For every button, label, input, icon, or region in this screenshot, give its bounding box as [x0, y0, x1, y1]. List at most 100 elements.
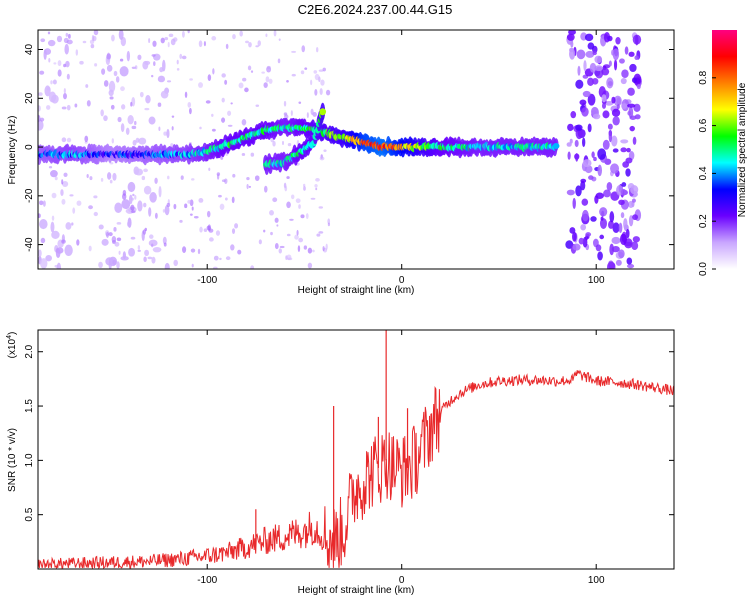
noise-speckle	[166, 80, 172, 83]
noise-speckle	[257, 40, 261, 47]
noise-speckle	[219, 257, 222, 261]
noise-blob	[594, 65, 603, 72]
noise-speckle	[319, 88, 323, 96]
noise-speckle	[182, 246, 187, 254]
noise-speckle	[304, 67, 308, 70]
snr-exponent-base: (x10	[7, 338, 18, 358]
noise-blob	[39, 218, 48, 230]
noise-speckle	[274, 217, 279, 223]
noise-blob	[611, 236, 621, 245]
noise-speckle	[231, 228, 236, 234]
snr-x-tick-label: 0	[399, 575, 405, 586]
noise-blob	[149, 234, 154, 239]
noise-speckle	[269, 210, 274, 216]
noise-blob	[593, 156, 597, 162]
noise-speckle	[89, 39, 95, 45]
noise-blob	[38, 114, 41, 123]
noise-speckle	[211, 36, 217, 41]
noise-speckle	[250, 70, 254, 73]
noise-blob	[55, 248, 61, 259]
noise-blob	[615, 37, 621, 45]
noise-speckle	[173, 37, 178, 42]
noise-blob	[627, 87, 635, 96]
noise-blob	[599, 234, 605, 240]
noise-blob	[623, 218, 628, 230]
noise-blob	[635, 35, 639, 46]
noise-speckle	[74, 103, 78, 108]
noise-speckle	[250, 265, 255, 269]
noise-blob	[615, 259, 622, 266]
noise-speckle	[61, 106, 67, 110]
noise-blob	[128, 247, 136, 257]
noise-speckle	[134, 195, 137, 200]
ridge-core	[552, 142, 560, 150]
noise-blob	[575, 79, 584, 89]
noise-speckle	[246, 184, 249, 190]
noise-blob	[628, 106, 634, 119]
noise-speckle	[134, 65, 138, 70]
noise-blob	[575, 127, 583, 140]
noise-speckle	[179, 219, 183, 223]
noise-speckle	[153, 61, 156, 67]
noise-blob	[39, 200, 44, 206]
noise-blob	[585, 50, 595, 58]
spectrogram-x-tick-label: 0	[399, 275, 405, 286]
noise-speckle	[109, 96, 114, 100]
noise-speckle	[286, 201, 291, 209]
noise-blob	[608, 130, 613, 143]
spectrogram-frame	[37, 29, 675, 270]
noise-blob	[116, 261, 120, 269]
noise-speckle	[213, 255, 219, 261]
noise-speckle	[224, 197, 228, 201]
noise-blob	[602, 110, 610, 119]
noise-speckle	[53, 62, 57, 65]
noise-blob	[566, 142, 572, 147]
noise-speckle	[191, 178, 195, 181]
noise-speckle	[263, 229, 266, 233]
snr-y-tick-label: 1.0	[24, 453, 35, 467]
noise-speckle	[61, 179, 64, 185]
noise-blob	[607, 81, 613, 86]
noise-blob	[599, 218, 607, 229]
noise-speckle	[276, 224, 279, 227]
snr-x-label: Height of straight line (km)	[298, 585, 415, 596]
noise-blob	[613, 59, 618, 71]
noise-speckle	[205, 100, 211, 104]
svg-text:(x104): (x104)	[6, 332, 18, 359]
noise-speckle	[82, 40, 87, 44]
noise-speckle	[247, 65, 252, 71]
noise-speckle	[122, 189, 127, 196]
colorbar-gradient	[712, 30, 737, 269]
noise-blob	[112, 172, 117, 181]
spectrogram-x-label: Height of straight line (km)	[298, 285, 415, 296]
noise-speckle	[115, 76, 120, 83]
noise-blob	[572, 243, 581, 251]
noise-speckle	[65, 60, 70, 68]
noise-blob	[620, 212, 625, 219]
colorbar-tick-label: 0.0	[698, 262, 709, 276]
noise-blob	[579, 99, 587, 106]
noise-blob	[62, 181, 69, 188]
noise-speckle	[75, 49, 79, 56]
snr-series-line	[38, 369, 674, 569]
noise-blob	[627, 103, 636, 108]
noise-speckle	[322, 246, 325, 252]
noise-blob	[118, 30, 124, 40]
noise-speckle	[278, 38, 281, 42]
noise-speckle	[296, 229, 299, 236]
noise-speckle	[244, 87, 249, 93]
noise-blob	[137, 200, 143, 212]
noise-blob	[632, 214, 639, 221]
noise-speckle	[51, 192, 57, 199]
noise-blob	[162, 59, 166, 72]
noise-speckle	[230, 244, 235, 251]
noise-speckle	[137, 54, 142, 61]
noise-blob	[631, 198, 636, 203]
noise-speckle	[130, 101, 133, 107]
colorbar-tick-label: 0.6	[698, 118, 709, 132]
noise-speckle	[132, 193, 135, 197]
noise-speckle	[63, 37, 69, 44]
noise-speckle	[189, 213, 193, 216]
noise-blob	[620, 147, 627, 153]
noise-blob	[592, 113, 601, 120]
